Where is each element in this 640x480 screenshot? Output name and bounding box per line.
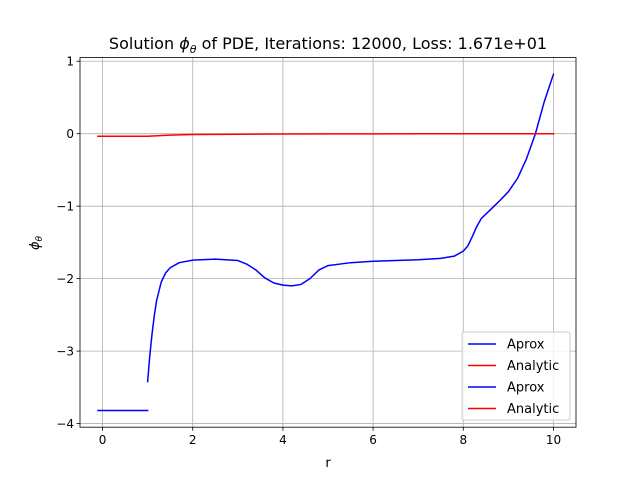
y-tick-label: −4 bbox=[56, 417, 74, 431]
x-axis-label: r bbox=[325, 456, 331, 471]
y-tick-label: −3 bbox=[56, 345, 74, 359]
series-line-aprox-1 bbox=[146, 73, 555, 383]
x-tick-label: 4 bbox=[279, 433, 287, 447]
legend-label: Aprox bbox=[507, 381, 545, 396]
tick-layer: 0 2 4 6 8 10 −4 −3 −2 −1 0 1 bbox=[56, 55, 561, 447]
x-tick-label: 6 bbox=[369, 433, 377, 447]
legend-entries: Aprox Analytic Aprox Analytic bbox=[468, 338, 559, 417]
legend-label: Analytic bbox=[507, 402, 559, 417]
y-tick-label: −1 bbox=[56, 200, 74, 214]
series-layer bbox=[97, 73, 555, 412]
legend-label: Analytic bbox=[507, 359, 559, 374]
y-axis-label: ϕθ bbox=[28, 235, 45, 250]
y-tick-label: 0 bbox=[66, 127, 74, 141]
x-tick-label: 0 bbox=[99, 433, 107, 447]
legend: Aprox Analytic Aprox Analytic bbox=[461, 331, 571, 421]
x-tick-label: 10 bbox=[546, 433, 561, 447]
x-tick-label: 8 bbox=[459, 433, 467, 447]
plot-frame bbox=[79, 57, 577, 428]
x-tick-label: 2 bbox=[189, 433, 197, 447]
legend-box bbox=[461, 331, 571, 421]
chart-title: Solution ϕθ of PDE, Iterations: 12000, L… bbox=[109, 34, 547, 56]
legend-label: Aprox bbox=[507, 338, 545, 353]
y-tick-label: 1 bbox=[66, 55, 74, 69]
y-tick-label: −2 bbox=[56, 272, 74, 286]
